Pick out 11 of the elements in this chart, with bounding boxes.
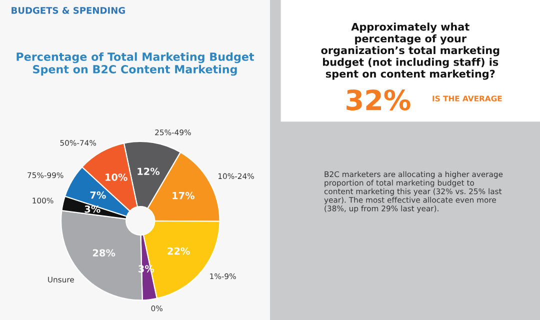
data-label: 10% — [106, 174, 128, 181]
text: Approximately what percentage of your organization’s total marketing budget (not including staff) is spent on content marketing? — [321, 22, 500, 80]
data-label: 17% — [172, 192, 194, 200]
text: BUDGETS & SPENDING — [12, 6, 125, 14]
data-label: 12% — [138, 168, 160, 176]
data-label: 28% — [92, 249, 116, 257]
text: 32% — [346, 89, 410, 110]
data-label: 22% — [168, 247, 190, 255]
data-label: 3% — [84, 205, 100, 213]
chart-title: Percentage of Total Marketing Budget Spent on B2C Content Marketing — [16, 52, 254, 76]
data-label: 7% — [90, 191, 106, 199]
